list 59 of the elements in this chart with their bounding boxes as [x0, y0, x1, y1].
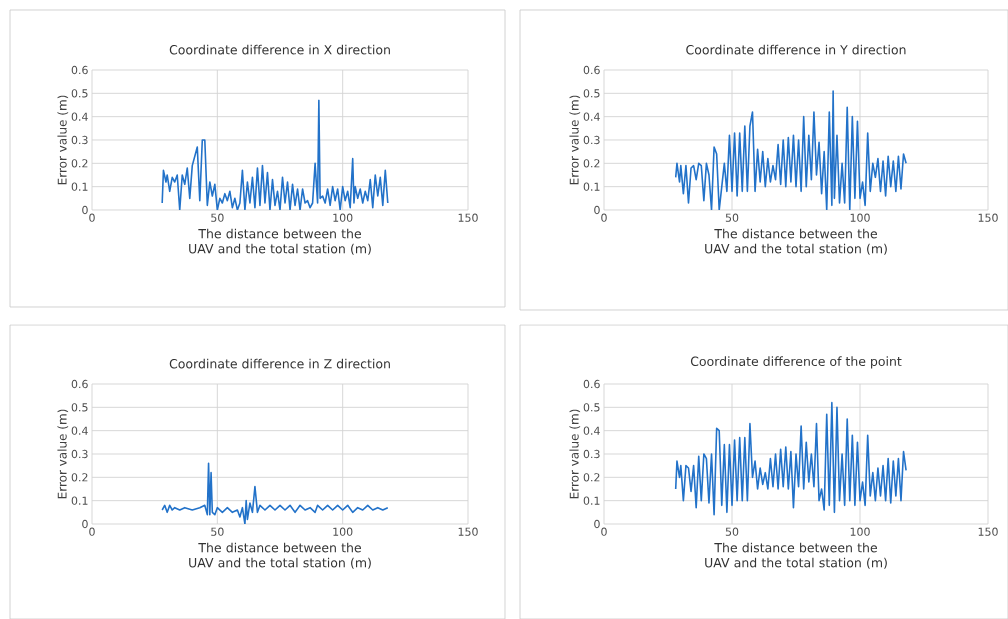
x-tick-label: 0: [601, 527, 607, 536]
y-tick-label: 0.6: [71, 65, 88, 75]
y-tick-label: 0.6: [583, 379, 600, 389]
y-tick-label: 0: [82, 519, 88, 529]
y-tick-label: 0.4: [71, 426, 88, 435]
x-tick-label: 100: [333, 213, 353, 222]
line-series: [161, 462, 389, 524]
y-tick-label: 0.1: [583, 496, 600, 505]
x-axis-title: The distance between the UAV and the total station (m): [705, 228, 887, 255]
y-tick-label: 0.2: [71, 159, 88, 168]
y-tick-label: 0.3: [71, 135, 88, 145]
y-tick-label: 0: [594, 205, 600, 215]
x-tick-label: 100: [850, 527, 870, 536]
x-tick-label: 150: [458, 213, 478, 222]
x-tick-label: 50: [211, 527, 224, 536]
y-tick-label: 0.6: [71, 379, 88, 389]
x-tick-label: 100: [850, 213, 870, 222]
y-axis-title: Error value (m): [57, 409, 69, 499]
y-tick-label: 0.3: [583, 135, 600, 145]
x-tick-label: 50: [725, 213, 739, 222]
y-tick-label: 0: [82, 205, 88, 215]
y-tick-label: 0.4: [583, 112, 600, 121]
x-tick-label: 0: [89, 213, 95, 222]
y-tick-label: 0.3: [71, 449, 88, 459]
chart-title: Coordinate difference in Y direction: [686, 44, 906, 55]
x-tick-label: 150: [978, 213, 998, 222]
y-tick-label: 0.5: [583, 89, 600, 98]
y-tick-label: 0.2: [583, 159, 600, 168]
y-tick-label: 0.2: [583, 473, 600, 482]
x-axis-title: The distance between the UAV and the total station (m): [705, 542, 887, 569]
y-tick-label: 0.6: [583, 65, 600, 75]
x-tick-label: 150: [978, 527, 998, 536]
chart-title: Coordinate difference in Z direction: [169, 358, 390, 369]
y-tick-label: 0.1: [583, 182, 600, 191]
chart-title: Coordinate difference of the point: [690, 356, 902, 369]
y-tick-label: 0.5: [583, 403, 600, 412]
y-axis-title: Error value (m): [569, 95, 581, 185]
x-tick-label: 50: [725, 527, 739, 536]
y-tick-label: 0.4: [71, 112, 88, 121]
y-tick-label: 0.4: [583, 426, 600, 435]
x-axis-title: The distance between the UAV and the total station (m): [189, 542, 371, 569]
x-axis-title: The distance between the UAV and the total station (m): [189, 228, 371, 255]
x-tick-label: 50: [211, 213, 224, 222]
line-series: [674, 401, 907, 516]
y-axis-title: Error value (m): [57, 95, 69, 185]
line-series: [674, 90, 907, 210]
y-tick-label: 0: [594, 519, 600, 529]
y-tick-label: 0.2: [71, 473, 88, 482]
y-tick-label: 0.5: [71, 89, 88, 98]
x-tick-label: 0: [601, 213, 607, 222]
x-tick-label: 100: [333, 527, 353, 536]
x-tick-label: 0: [89, 527, 95, 536]
chart-title: Coordinate difference in X direction: [169, 44, 390, 55]
y-tick-label: 0.5: [71, 403, 88, 412]
y-tick-label: 0.1: [71, 182, 88, 191]
y-tick-label: 0.3: [583, 449, 600, 459]
x-tick-label: 150: [458, 527, 478, 536]
y-axis-title: Error value (m): [569, 409, 581, 499]
y-tick-label: 0.1: [71, 496, 88, 505]
